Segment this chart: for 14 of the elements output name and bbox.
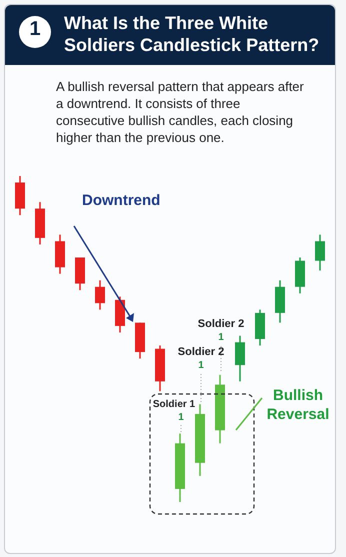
candlestick — [235, 334, 245, 382]
candlestick — [315, 234, 325, 272]
annotation: Soldier 2 — [196, 318, 246, 330]
annotation: 1 — [177, 412, 185, 423]
text: 1 — [28, 18, 42, 41]
chart-title: What Is the Three White Soldiers Candlestick Pattern? — [64, 12, 320, 56]
annotation: 1 — [197, 360, 205, 371]
annotation: 1 — [217, 332, 225, 343]
annotation: Soldier 1 — [152, 399, 196, 410]
annotation: Bullish Reversal — [266, 386, 330, 424]
chart-subtitle: A bullish reversal pattern that appears after a downtrend. It consists of three consecutive bullish candles, each closing higher than the previous one. — [56, 78, 305, 146]
candlestick — [95, 280, 105, 310]
annotation: Downtrend — [82, 192, 160, 209]
annotation: Soldier 2 — [176, 346, 226, 358]
